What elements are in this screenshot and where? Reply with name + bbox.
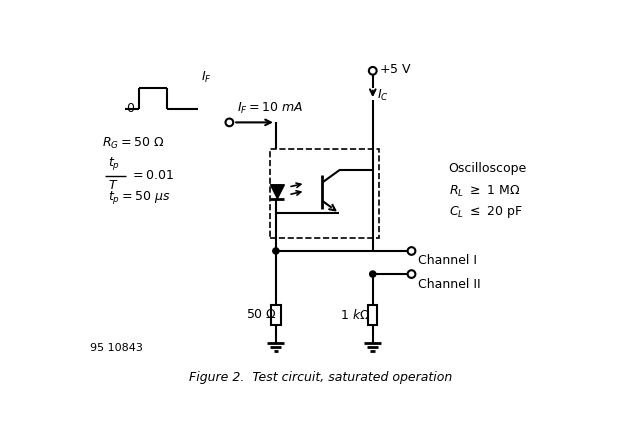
Text: $+5\ \mathrm{V}$: $+5\ \mathrm{V}$	[379, 63, 412, 76]
Text: $t_p = 50\ \mu s$: $t_p = 50\ \mu s$	[108, 189, 170, 206]
Text: 95 10843: 95 10843	[90, 343, 143, 353]
Text: $= 0.01$: $= 0.01$	[130, 169, 174, 182]
Text: Channel I: Channel I	[418, 255, 477, 268]
Circle shape	[369, 271, 376, 277]
Bar	[270, 150, 379, 238]
Text: $R_L\ \geq\ 1\ \mathrm{M}\Omega$: $R_L\ \geq\ 1\ \mathrm{M}\Omega$	[449, 184, 520, 199]
Text: $50\ \Omega$: $50\ \Omega$	[247, 308, 277, 321]
Text: 0: 0	[126, 102, 134, 115]
Text: $R_G = 50\ \Omega$: $R_G = 50\ \Omega$	[101, 136, 164, 151]
Text: Channel II: Channel II	[418, 278, 480, 290]
Text: $I_C$: $I_C$	[377, 88, 388, 103]
Text: $1\ k\Omega$: $1\ k\Omega$	[340, 308, 371, 322]
Text: $T$: $T$	[108, 179, 118, 191]
Text: Oscilloscope: Oscilloscope	[449, 162, 527, 175]
Circle shape	[273, 248, 279, 254]
Text: Figure 2.  Test circuit, saturated operation: Figure 2. Test circuit, saturated operat…	[189, 371, 453, 384]
Bar	[271, 305, 280, 325]
Text: $I_F$: $I_F$	[201, 70, 212, 85]
Text: $I_F = 10\ mA$: $I_F = 10\ mA$	[237, 101, 304, 116]
Text: $C_L\ \leq\ 20\ \mathrm{pF}$: $C_L\ \leq\ 20\ \mathrm{pF}$	[449, 204, 523, 221]
Polygon shape	[270, 185, 284, 199]
Bar	[368, 305, 377, 325]
Text: $t_p$: $t_p$	[108, 156, 120, 173]
